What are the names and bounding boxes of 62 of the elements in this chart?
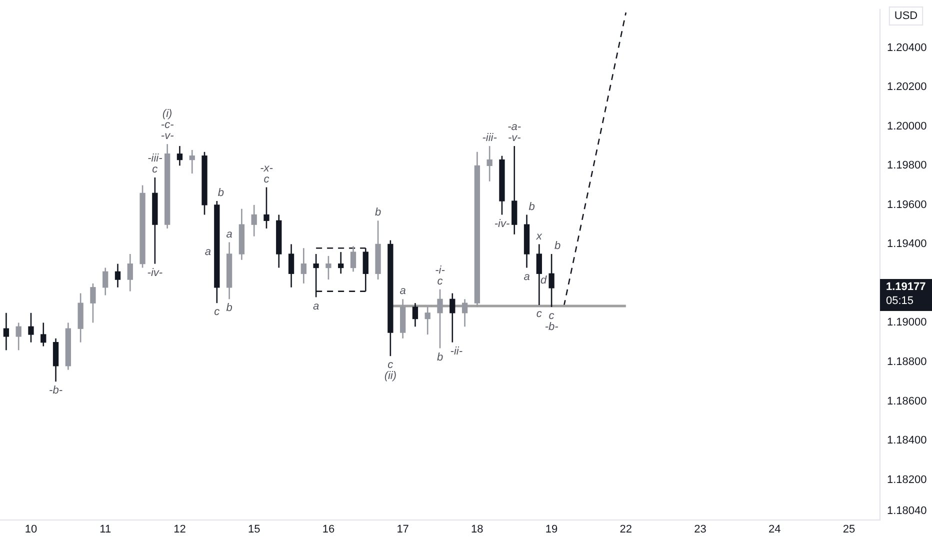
y-tick-label: 1.20200 <box>887 81 927 94</box>
annotation: b <box>528 200 535 213</box>
annotation: b <box>436 351 444 364</box>
annotation: a <box>400 285 406 298</box>
x-tick-label: 23 <box>694 524 706 536</box>
annotation: -ii- <box>450 345 463 358</box>
x-tick-label: 11 <box>100 524 112 536</box>
annotation: c <box>536 308 542 320</box>
annotation: a <box>312 300 320 312</box>
text: 1.19177 <box>886 280 926 293</box>
annotation: x <box>535 230 542 242</box>
annotation: b <box>226 302 232 314</box>
y-tick-label: 1.18200 <box>887 474 927 486</box>
x-tick-label: 12 <box>174 524 186 536</box>
annotation: -iv- <box>147 266 163 279</box>
y-tick-label: 1.19400 <box>887 238 927 250</box>
annotation: -iv- <box>494 218 510 230</box>
annotation: (i) <box>162 108 173 120</box>
annotation: c <box>548 310 555 322</box>
annotation: -iii- <box>148 152 163 165</box>
annotation: c <box>437 275 444 288</box>
x-tick-label: 18 <box>471 524 484 536</box>
x-tick-label: 10 <box>24 524 38 536</box>
annotation: -v- <box>508 132 522 144</box>
y-tick-label: 1.20000 <box>887 120 927 132</box>
annotation: -v- <box>160 130 174 142</box>
text: USD <box>894 10 918 22</box>
x-tick-label: 25 <box>842 524 856 536</box>
annotation: a <box>226 228 232 240</box>
annotation: -b- <box>49 384 63 397</box>
y-tick-label: 1.18800 <box>887 356 927 368</box>
annotation: -a- <box>508 121 522 134</box>
annotation: d <box>540 274 548 287</box>
annotation: b <box>374 206 382 219</box>
annotation: c <box>214 306 220 318</box>
annotation: b <box>554 240 561 252</box>
annotation: -x- <box>260 162 274 174</box>
annotation: c <box>388 359 394 372</box>
x-tick-label: 22 <box>620 524 632 536</box>
y-tick-label: 1.18600 <box>887 395 927 408</box>
annotation: c <box>264 173 270 186</box>
annotation: -b- <box>544 321 559 334</box>
x-tick-label: 19 <box>545 524 558 536</box>
y-tick-label: 1.20400 <box>887 42 927 54</box>
annotation: -iii- <box>482 132 498 144</box>
x-tick-label: 24 <box>768 524 781 536</box>
y-tick-label: 1.19000 <box>887 316 927 329</box>
annotation: c <box>152 164 158 176</box>
x-tick-label: 15 <box>248 524 260 536</box>
y-tick-label: 1.19600 <box>887 198 927 211</box>
annotation: (ii) <box>384 370 397 382</box>
text: 05:15 <box>886 294 914 307</box>
annotation: a <box>204 246 211 258</box>
annotation: a <box>524 270 530 283</box>
x-tick-label: 16 <box>322 524 335 536</box>
annotation: b <box>218 187 224 200</box>
x-tick-label: 17 <box>396 524 409 536</box>
annotation: -c- <box>160 119 174 132</box>
y-tick-label: 1.18400 <box>887 434 927 447</box>
annotation: -i- <box>435 264 446 276</box>
y-tick-label: 1.19800 <box>887 160 927 172</box>
y-tick-label: 1.18040 <box>887 505 927 518</box>
